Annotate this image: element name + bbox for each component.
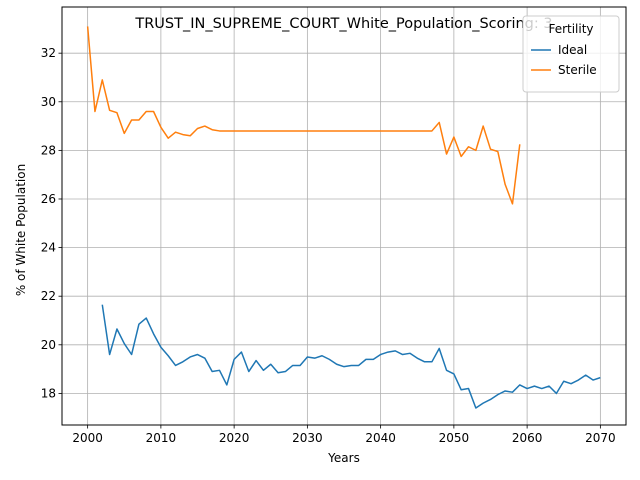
y-tick-label: 18: [41, 386, 56, 400]
y-tick-label: 28: [41, 143, 56, 157]
y-tick-label: 30: [41, 95, 56, 109]
chart-title: TRUST_IN_SUPREME_COURT_White_Population_…: [134, 16, 552, 32]
legend-label-ideal: Ideal: [558, 43, 587, 57]
y-tick-label: 26: [41, 192, 56, 206]
legend-items: Ideal Sterile: [531, 43, 597, 77]
legend-title: Fertility: [548, 22, 593, 36]
legend-label-sterile: Sterile: [558, 63, 597, 77]
x-tick-label: 2070: [585, 431, 616, 445]
legend-box: [522, 15, 620, 93]
x-tick-label: 2010: [146, 431, 177, 445]
series-line-sterile: [86, 26, 521, 205]
ticks: 2000 2010 2020 2030 2040 2050 2060 2070 18 20 22 24…: [41, 46, 616, 445]
y-axis-title: % of White Population: [14, 164, 28, 296]
series-group: [86, 26, 601, 409]
x-axis-title: Years: [327, 451, 360, 465]
y-tick-label: 24: [41, 241, 56, 255]
y-tick-label: 22: [41, 289, 56, 303]
x-tick-label: 2030: [292, 431, 323, 445]
x-tick-label: 2040: [365, 431, 396, 445]
series-line-ideal: [101, 304, 601, 409]
legend: Fertility Ideal Sterile: [522, 15, 620, 93]
plot-frame: [61, 6, 627, 426]
x-tick-label: 2000: [72, 431, 103, 445]
y-tick-label: 20: [41, 338, 56, 352]
x-tick-label: 2050: [439, 431, 470, 445]
x-tick-label: 2020: [219, 431, 250, 445]
y-tick-label: 32: [41, 46, 56, 60]
x-tick-label: 2060: [512, 431, 543, 445]
